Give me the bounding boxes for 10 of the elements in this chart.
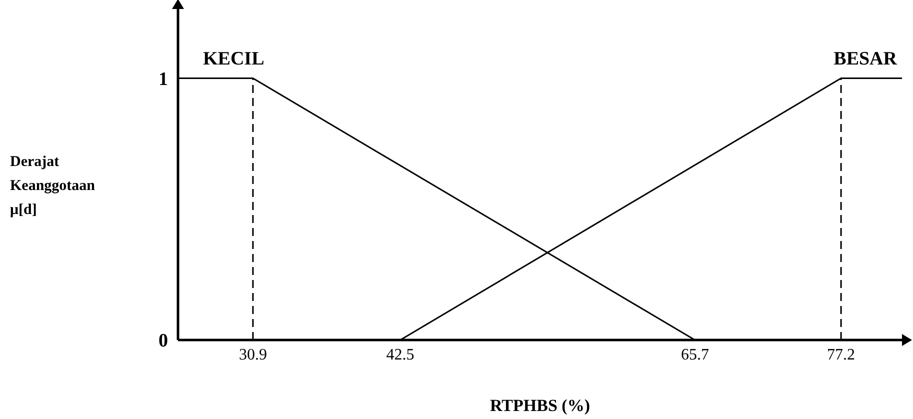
x-tick-label: 42.5: [386, 346, 414, 364]
y-tick-label: 0: [158, 330, 168, 352]
series-label: BESAR: [834, 48, 898, 70]
y-axis-title: Derajat Keanggotaan μ[d]: [10, 154, 96, 218]
series-label: KECIL: [203, 48, 264, 70]
x-tick-label: 77.2: [827, 346, 856, 364]
x-tick-label: 30.9: [238, 346, 267, 364]
y-tick-label: 1: [158, 69, 168, 90]
x-tick-label: 65.7: [680, 346, 709, 364]
x-axis-title: RTPHBS (%): [490, 396, 590, 415]
